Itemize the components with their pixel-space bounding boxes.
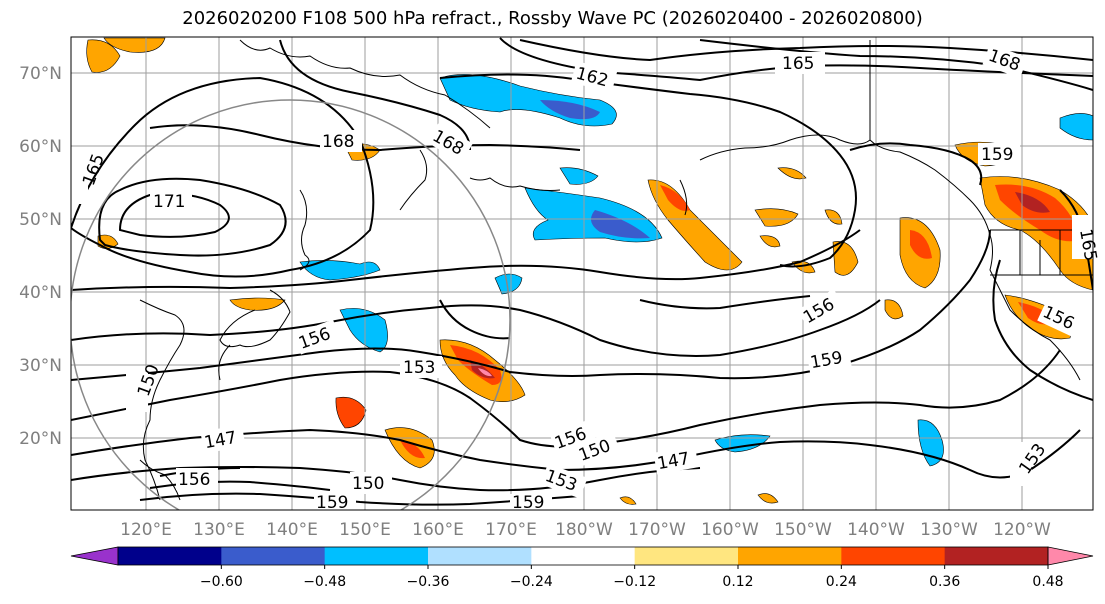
colorbar-segment (634, 547, 739, 565)
contours (71, 37, 1093, 506)
colorbar: −0.60 −0.48 −0.36 −0.24 −0.12 0.12 0.24 0.36 0.4… (70, 546, 1094, 590)
lon-label: 120°E (120, 520, 172, 540)
contour-label: 153 (403, 358, 435, 378)
map-title: 2026020200 F108 500 hPa refract., Rossby… (182, 8, 923, 29)
lat-label: 20°N (19, 429, 62, 449)
lon-label: 170°W (628, 520, 686, 540)
colorbar-segment (531, 547, 636, 565)
colorbar-extend-high (1047, 546, 1094, 566)
colorbar-tick-label: −0.24 (510, 574, 553, 590)
lat-label: 50°N (19, 210, 62, 230)
lat-label: 70°N (19, 64, 62, 84)
lon-label: 170°E (485, 520, 537, 540)
lat-label: 40°N (19, 283, 62, 303)
colorbar-segment (324, 547, 429, 565)
colorbar-frame (117, 546, 1049, 566)
contour-label: 165 (782, 54, 814, 74)
colorbar-tick-label: 0.24 (826, 574, 857, 590)
contour-label: 159 (981, 145, 1013, 165)
lon-label: 150°W (774, 520, 832, 540)
colorbar-segment (221, 547, 326, 565)
colorbar-tick-label: 0.36 (929, 574, 960, 590)
colorbar-segment (118, 547, 222, 565)
shaded-anomalies (86, 37, 1093, 505)
colorbar-segment (841, 547, 946, 565)
colorbar-segment (738, 547, 842, 565)
lat-label: 60°N (19, 137, 62, 157)
lon-label: 130°W (920, 520, 978, 540)
colorbar-tick-label: −0.48 (303, 574, 346, 590)
contour-label: 159 (512, 493, 544, 513)
latitude-labels: 70°N 60°N 50°N 40°N 30°N 20°N (19, 64, 62, 449)
longitude-labels: 120°E 130°E 140°E 150°E 160°E 170°E 180°… (120, 520, 1051, 540)
contour-label: 150 (352, 474, 384, 494)
coastlines (139, 39, 1093, 501)
lon-label: 140°W (847, 520, 905, 540)
colorbar-tick-label: −0.12 (613, 574, 656, 590)
lon-label: 160°W (701, 520, 759, 540)
lon-label: 180°W (555, 520, 613, 540)
map-frame (70, 36, 1094, 511)
lat-label: 30°N (19, 356, 62, 376)
lon-label: 150°E (339, 520, 391, 540)
lon-label: 160°E (412, 520, 464, 540)
contour-label: 159 (316, 493, 348, 513)
contour-label: 156 (178, 470, 210, 490)
contour-label: 168 (322, 132, 354, 152)
lon-label: 130°E (193, 520, 245, 540)
colorbar-extend-low (70, 546, 119, 566)
colorbar-tick-label: −0.36 (407, 574, 450, 590)
colorbar-tick-label: −0.60 (200, 574, 243, 590)
region-circle (71, 99, 511, 510)
contour-label: 171 (153, 192, 185, 212)
colorbar-segment (428, 547, 532, 565)
colorbar-segment (944, 547, 1049, 565)
colorbar-tick-label: 0.48 (1032, 574, 1063, 590)
colorbar-tick-label: 0.12 (722, 574, 753, 590)
lon-label: 140°E (266, 520, 318, 540)
lon-label: 120°W (993, 520, 1051, 540)
